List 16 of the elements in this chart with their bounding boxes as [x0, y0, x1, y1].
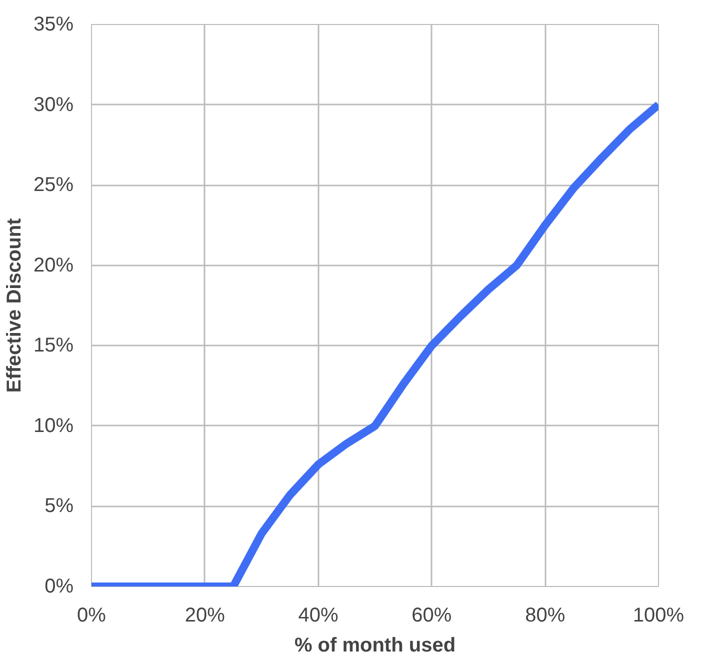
y-tick-label: 10% — [33, 414, 74, 437]
x-tick-label: 40% — [298, 604, 339, 626]
x-tick-label: 60% — [412, 604, 452, 626]
x-tick-label: 100% — [632, 604, 684, 626]
x-tick-label: 20% — [184, 604, 226, 626]
y-tick-label: 5% — [44, 495, 74, 518]
x-axis-title: % of month used — [294, 634, 456, 656]
x-tick-label: 80% — [525, 604, 566, 626]
y-tick-label: 0% — [44, 576, 74, 598]
x-tick-label: 0% — [77, 604, 106, 626]
y-tick-label: 20% — [33, 254, 74, 276]
y-tick-label: 25% — [33, 174, 74, 196]
y-tick-label: 35% — [33, 14, 74, 36]
y-tick-label: 15% — [33, 334, 74, 357]
y-tick-label: 30% — [33, 94, 74, 116]
y-axis-title: Effective Discount — [3, 218, 26, 393]
